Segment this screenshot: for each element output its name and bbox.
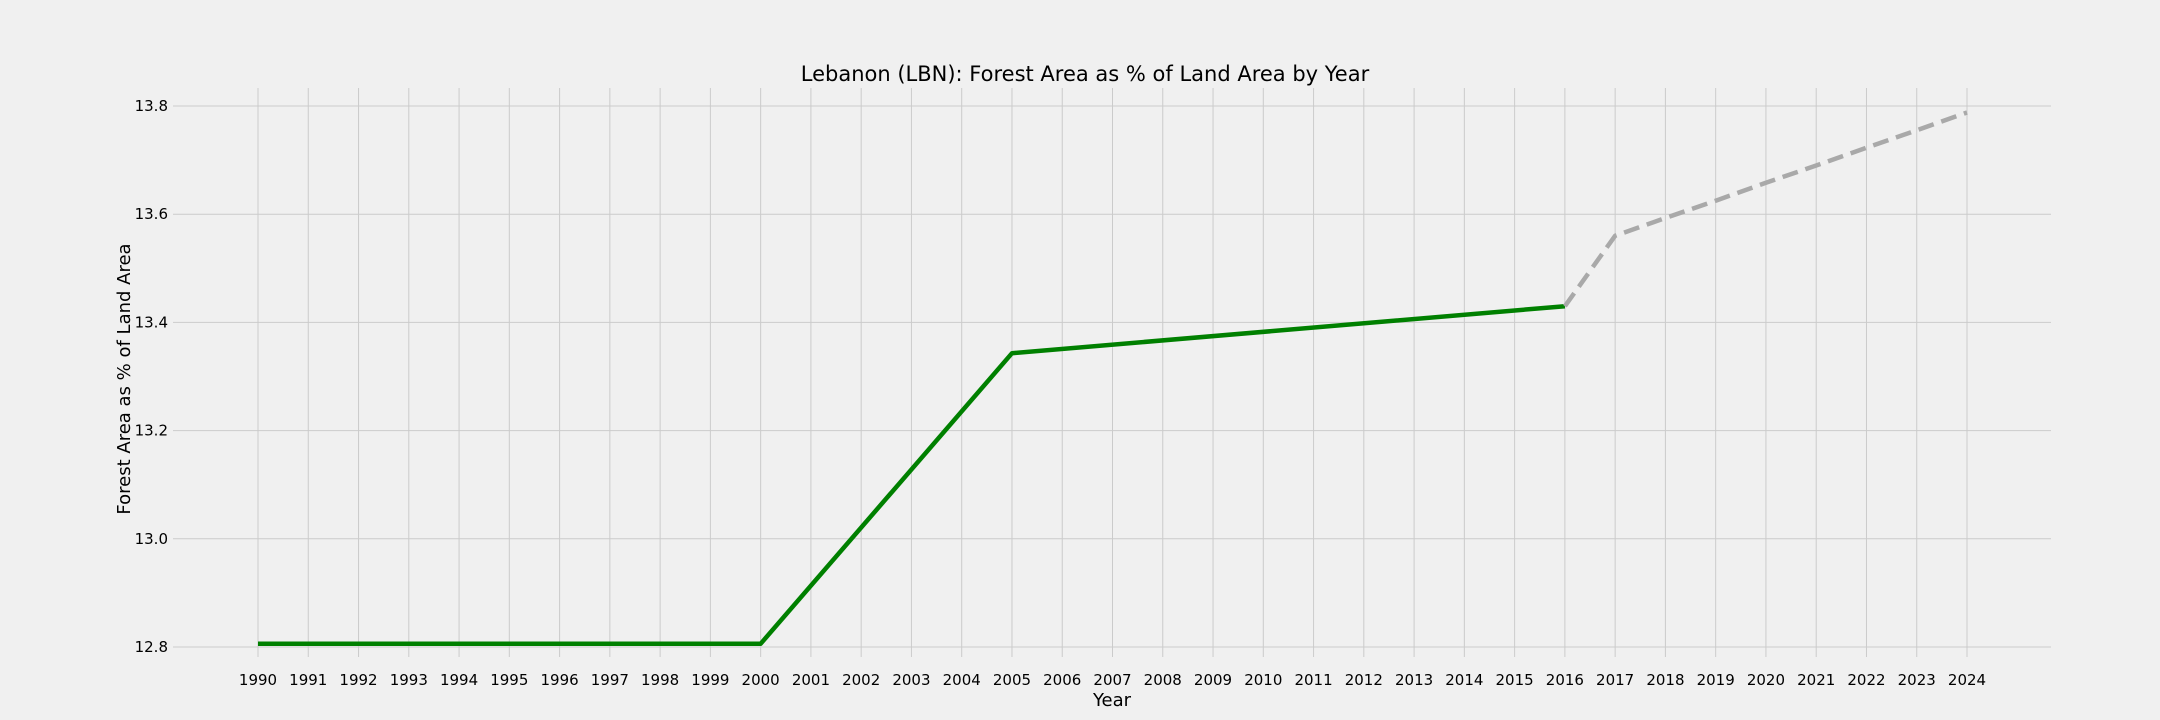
x-tick-label: 1999 (691, 671, 729, 689)
x-tick-label: 2014 (1445, 671, 1483, 689)
x-tick-label: 2011 (1294, 671, 1332, 689)
x-tick-label: 2003 (892, 671, 930, 689)
actual-series-line (258, 303, 1566, 647)
y-tick-label: 13.8 (135, 97, 168, 115)
x-tick-label: 1992 (339, 671, 377, 689)
y-tick-labels: 12.8 13.0 13.2 13.4 13.6 13.8 (135, 97, 168, 656)
x-tick-label: 1990 (239, 671, 277, 689)
y-tick-label: 13.4 (135, 313, 168, 331)
x-tick-label: 1991 (289, 671, 327, 689)
chart-title: Lebanon (LBN): Forest Area as % of Land … (801, 62, 1370, 86)
y-tick-label: 13.2 (135, 422, 168, 440)
x-tick-label: 2017 (1596, 671, 1634, 689)
x-tick-label: 2022 (1847, 671, 1885, 689)
y-tick-label: 13.0 (135, 530, 168, 548)
x-tick-label: 1997 (591, 671, 629, 689)
y-tick-label: 13.6 (135, 205, 168, 223)
projected-series-line (1563, 110, 1968, 308)
grid (173, 88, 2051, 657)
x-tick-labels: 1990 1991 1992 1993 1994 1995 1996 1997 1998 1999… (239, 671, 1986, 689)
x-tick-label: 2015 (1496, 671, 1534, 689)
x-tick-label: 2024 (1948, 671, 1986, 689)
x-tick-label: 2001 (792, 671, 830, 689)
x-tick-label: 2023 (1898, 671, 1936, 689)
x-tick-label: 2010 (1244, 671, 1282, 689)
x-tick-label: 1996 (540, 671, 578, 689)
x-tick-label: 2020 (1747, 671, 1785, 689)
x-tick-label: 2008 (1144, 671, 1182, 689)
y-tick-label: 12.8 (135, 638, 168, 656)
x-tick-label: 2007 (1093, 671, 1131, 689)
x-tick-label: 1993 (390, 671, 428, 689)
series-lines (258, 110, 1968, 647)
x-tick-label: 2004 (943, 671, 981, 689)
x-tick-label: 2019 (1697, 671, 1735, 689)
x-tick-label: 2006 (1043, 671, 1081, 689)
x-tick-label: 1995 (490, 671, 528, 689)
x-tick-label: 2013 (1395, 671, 1433, 689)
x-tick-label: 2009 (1194, 671, 1232, 689)
x-tick-label: 2018 (1646, 671, 1684, 689)
x-tick-label: 2000 (742, 671, 780, 689)
x-tick-label: 2016 (1546, 671, 1584, 689)
x-axis-label: Year (1092, 690, 1132, 711)
y-axis-label: Forest Area as % of Land Area (114, 243, 135, 514)
x-tick-label: 2012 (1345, 671, 1383, 689)
x-tick-label: 1994 (440, 671, 478, 689)
x-tick-label: 2005 (993, 671, 1031, 689)
x-tick-label: 1998 (641, 671, 679, 689)
x-tick-label: 2002 (842, 671, 880, 689)
x-tick-label: 2021 (1797, 671, 1835, 689)
